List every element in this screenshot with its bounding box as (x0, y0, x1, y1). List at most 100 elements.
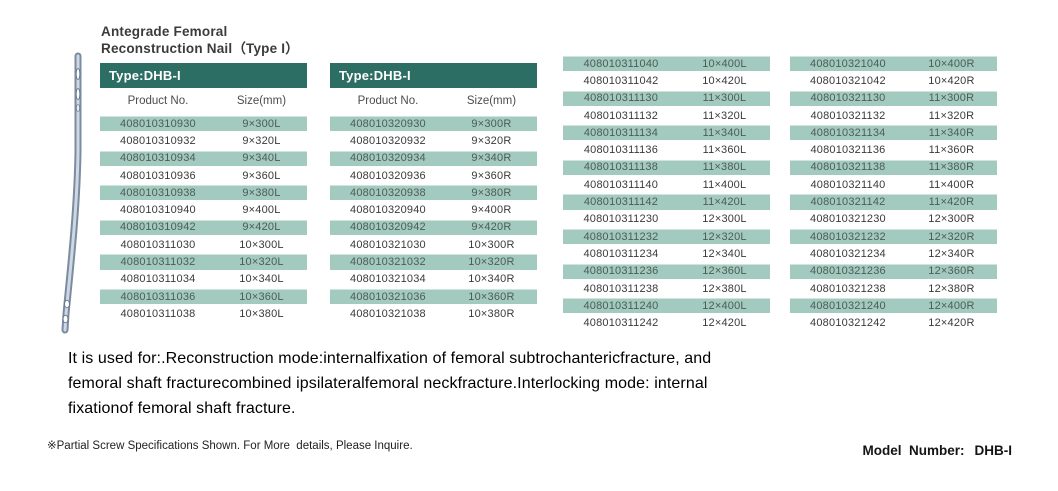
product-no-cell: 408010321230 (810, 213, 886, 226)
product-no-cell: 408010320940 (350, 204, 426, 217)
table-row: 408010320930 9×300R (330, 115, 537, 133)
table-row: 408010321132 11×320R (790, 107, 997, 124)
table-row: 408010311234 12×340L (563, 245, 770, 262)
model-number-label: Model Number: (862, 443, 965, 458)
product-no-cell: 408010321134 (810, 126, 886, 139)
product-no-cell: 408010321238 (810, 282, 886, 295)
size-cell: 9×340L (242, 152, 281, 165)
usage-description-line3: fixationof femoral shaft fracture. (68, 400, 296, 417)
product-no-cell: 408010320930 (350, 117, 426, 130)
size-cell: 11×400L (702, 178, 747, 191)
product-no-cell: 408010321136 (810, 144, 886, 157)
usage-description-line2: femoral shaft fracturecombined ipsilater… (68, 375, 708, 392)
product-no-cell: 408010320934 (350, 152, 426, 165)
table-row: 408010321234 12×340R (790, 245, 997, 262)
size-cell: 9×380R (471, 186, 512, 199)
table-row: 408010320932 9×320R (330, 132, 537, 149)
table-row: 408010320940 9×400R (330, 201, 537, 218)
product-no-cell: 408010321242 (810, 317, 886, 330)
table-row: 408010320938 9×380R (330, 184, 537, 202)
size-cell: 12×420R (928, 317, 975, 330)
product-no-cell: 408010311134 (583, 126, 659, 139)
table-row: 408010321136 11×360R (790, 141, 997, 158)
table-row: 408010311140 11×400L (563, 176, 770, 193)
size-column-header: Size(mm) (236, 95, 287, 107)
product-no-column-header: Product No. (357, 95, 419, 107)
type-header-bar: Type:DHB-I (100, 63, 307, 88)
product-no-cell: 408010321232 (810, 230, 886, 243)
size-cell: 9×300R (471, 117, 512, 130)
product-table-right-10-12: 408010321040 10×400R 408010321042 10×420R 40… (790, 55, 997, 332)
table-row: 408010311230 12×300L (563, 211, 770, 228)
table-row: 408010321138 11×380R (790, 158, 997, 177)
table-row: 408010311038 10×380L (100, 305, 307, 322)
size-cell: 12×400L (702, 299, 747, 312)
product-no-cell: 408010310936 (120, 169, 196, 182)
page-title-line1: Antegrade Femoral (101, 24, 228, 39)
product-no-cell: 408010320942 (350, 221, 426, 234)
size-cell: 9×420R (471, 221, 512, 234)
column-header-row: Product No. Size(mm) (100, 90, 307, 112)
size-cell: 11×420L (702, 196, 747, 209)
table-row: 408010310934 9×340L (100, 149, 307, 167)
table-row: 408010321042 10×420R (790, 72, 997, 89)
size-cell: 9×400R (471, 204, 512, 217)
size-cell: 10×320L (239, 256, 284, 269)
product-no-cell: 408010311142 (583, 196, 659, 209)
table-row: 408010311236 12×360L (563, 262, 770, 280)
table-row: 408010311040 10×400L (563, 55, 770, 73)
product-table-left-10-12: 408010311040 10×400L 408010311042 10×420L 40… (563, 55, 770, 332)
table-row: 408010321040 10×400R (790, 55, 997, 73)
size-cell: 10×380R (468, 307, 515, 320)
usage-description: It is used for:.Reconstruction mode:inte… (68, 346, 848, 421)
size-cell: 11×340L (702, 126, 747, 139)
size-cell: 9×360L (242, 169, 281, 182)
product-no-cell: 408010321140 (810, 178, 886, 191)
product-no-cell: 408010311032 (120, 256, 196, 269)
size-cell: 12×340R (928, 247, 975, 260)
table-row: 408010321130 11×300R (790, 89, 997, 107)
product-no-cell: 408010311136 (583, 144, 659, 157)
size-cell: 10×360R (468, 290, 515, 303)
table-row: 408010321240 12×400R (790, 297, 997, 315)
table-row: 408010310942 9×420L (100, 218, 307, 237)
size-cell: 10×320R (468, 256, 515, 269)
size-cell: 11×320L (702, 109, 747, 122)
product-no-cell: 408010321032 (350, 256, 426, 269)
product-no-cell: 408010311042 (583, 74, 659, 87)
product-no-cell: 408010311234 (583, 247, 659, 260)
table-row: 408010311242 12×420L (563, 314, 770, 331)
size-cell: 9×380L (242, 186, 281, 199)
size-cell: 12×340L (702, 247, 747, 260)
product-no-cell: 408010311034 (120, 273, 196, 286)
size-cell: 12×360L (702, 265, 747, 278)
product-no-column-header: Product No. (127, 95, 189, 107)
size-cell: 12×380L (702, 282, 747, 295)
size-cell: 12×300L (702, 213, 747, 226)
size-cell: 11×420R (928, 196, 975, 209)
size-cell: 10×380L (239, 307, 284, 320)
product-no-cell: 408010310932 (120, 134, 196, 147)
table-row: 408010310938 9×380L (100, 184, 307, 202)
size-cell: 11×380R (928, 161, 975, 174)
product-no-cell: 408010310934 (120, 152, 196, 165)
table-row: 408010311030 10×300L (100, 236, 307, 253)
size-cell: 12×320R (928, 230, 975, 243)
product-no-cell: 408010321034 (350, 273, 426, 286)
size-cell: 9×360R (471, 169, 512, 182)
size-cell: 11×380L (702, 161, 747, 174)
table-row: 408010310940 9×400L (100, 201, 307, 218)
product-no-cell: 408010321236 (810, 265, 886, 278)
table-row: 408010321232 12×320R (790, 227, 997, 246)
size-cell: 12×320L (702, 230, 747, 243)
product-no-cell: 408010311240 (583, 299, 659, 312)
table-row: 408010311238 12×380L (563, 280, 770, 297)
product-no-cell: 408010321038 (350, 307, 426, 320)
table-row: 408010310936 9×360L (100, 167, 307, 184)
table-row: 408010310930 9×300L (100, 115, 307, 133)
product-no-cell: 408010321042 (810, 74, 886, 87)
size-cell: 9×400L (242, 204, 281, 217)
table-row: 408010321036 10×360R (330, 287, 537, 306)
size-cell: 12×420L (702, 317, 747, 330)
product-no-cell: 408010310930 (120, 117, 196, 130)
